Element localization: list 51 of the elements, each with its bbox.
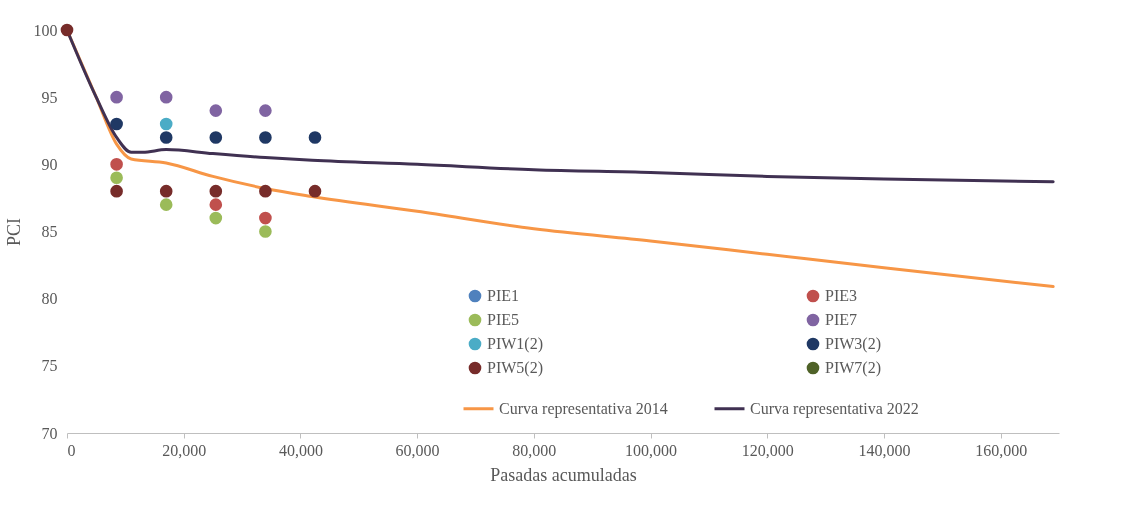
legend-label: PIW7(2) <box>825 359 881 377</box>
point <box>159 117 173 131</box>
point <box>159 90 173 104</box>
x-tick-label: 80,000 <box>512 441 557 459</box>
legend-label: Curva representativa 2014 <box>499 399 668 418</box>
legend-label: PIW3(2) <box>825 335 881 353</box>
point <box>209 104 223 117</box>
point <box>60 23 74 37</box>
point <box>308 184 322 198</box>
point <box>159 198 173 211</box>
point <box>209 184 223 198</box>
legend-label: PIW1(2) <box>487 335 543 353</box>
x-axis-title: Pasadas acumuladas <box>490 464 637 485</box>
point <box>259 184 272 198</box>
point <box>110 158 123 171</box>
point <box>159 131 173 144</box>
x-tick-label: 100,000 <box>625 441 678 459</box>
x-tick-label: 120,000 <box>741 441 794 459</box>
y-tick-label: 85 <box>41 223 58 240</box>
y-tick-label: 90 <box>41 155 58 173</box>
x-tick-label: 40,000 <box>278 441 323 459</box>
y-tick-label: 95 <box>41 88 58 106</box>
y-tick-label: 70 <box>41 424 58 442</box>
x-tick-label: 140,000 <box>858 441 911 459</box>
x-tick-label: 160,000 <box>975 441 1028 459</box>
point <box>308 131 322 144</box>
point <box>259 211 272 225</box>
y-tick-label: 100 <box>33 21 58 39</box>
point <box>159 184 173 198</box>
legend-label: Curva representativa 2022 <box>750 399 919 418</box>
point <box>209 131 223 144</box>
x-tick-label: 20,000 <box>162 441 207 459</box>
point <box>110 90 123 104</box>
point <box>259 104 272 117</box>
x-tick-label: 0 <box>67 441 76 459</box>
point <box>209 211 223 225</box>
point <box>110 184 123 198</box>
point <box>259 131 272 144</box>
point <box>259 225 272 238</box>
point <box>110 117 123 131</box>
legend-label: PIW5(2) <box>487 359 543 377</box>
legend-label: PIE5 <box>487 311 519 328</box>
legend-label: PIE7 <box>825 311 857 328</box>
point <box>209 198 223 211</box>
legend-label: PIE1 <box>487 287 519 304</box>
y-tick-label: 75 <box>41 357 58 375</box>
point <box>110 171 123 185</box>
y-axis-title: PCI <box>3 217 24 247</box>
legend-label: PIE3 <box>825 287 857 304</box>
y-tick-label: 80 <box>41 290 58 308</box>
x-tick-label: 60,000 <box>395 441 440 459</box>
